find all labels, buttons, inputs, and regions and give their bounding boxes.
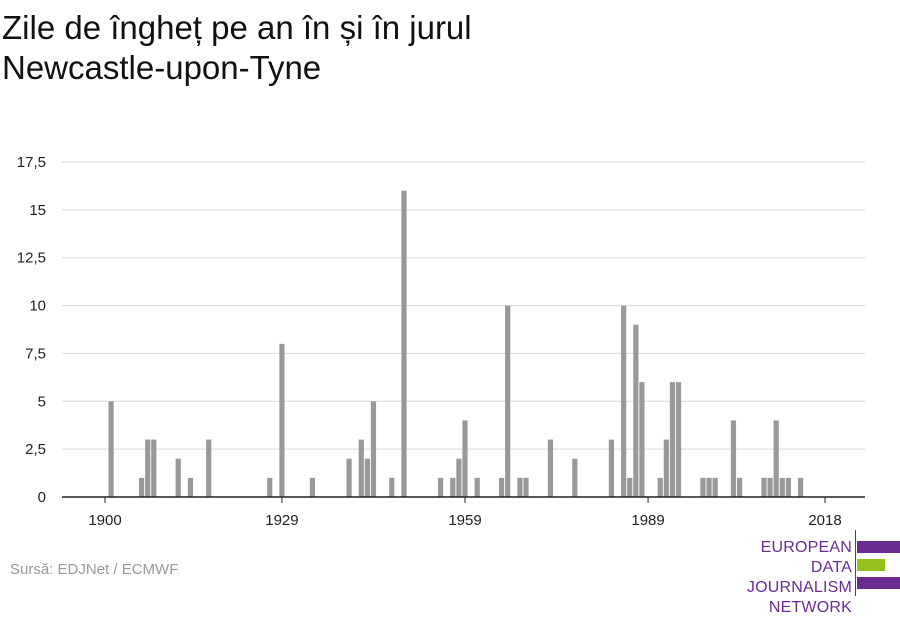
bar bbox=[175, 458, 181, 497]
y-tick-label: 7,5 bbox=[25, 345, 46, 362]
bar bbox=[139, 477, 145, 497]
bar bbox=[633, 324, 639, 497]
bar bbox=[773, 420, 779, 497]
bar bbox=[462, 420, 468, 497]
logo-bar-bottom bbox=[857, 577, 900, 589]
bars bbox=[108, 190, 804, 497]
bar bbox=[779, 477, 785, 497]
bar bbox=[370, 401, 377, 497]
bar bbox=[389, 477, 395, 497]
x-axis bbox=[62, 496, 865, 503]
logo-separator bbox=[855, 530, 856, 596]
bar bbox=[712, 477, 718, 497]
y-tick-label: 15 bbox=[29, 202, 46, 219]
bar bbox=[517, 477, 523, 497]
bar bbox=[505, 305, 511, 497]
bar bbox=[267, 477, 273, 497]
x-tick-label: 1989 bbox=[631, 512, 664, 529]
bar bbox=[663, 439, 669, 497]
x-tick-label: 1900 bbox=[88, 512, 121, 529]
bar bbox=[669, 382, 676, 497]
bar bbox=[767, 477, 773, 497]
source-note: Sursă: EDJNet / ECMWF bbox=[10, 561, 179, 578]
y-tick-label: 10 bbox=[29, 298, 46, 315]
logo-line-2: DATA JOURNALISM bbox=[746, 559, 852, 596]
y-tick-label: 17,5 bbox=[17, 154, 46, 171]
bar bbox=[456, 458, 462, 497]
bar bbox=[450, 477, 456, 497]
bar bbox=[309, 477, 316, 497]
x-tick-label: 1929 bbox=[265, 512, 298, 529]
x-axis-tick-labels: 1900 1929 1959 1989 2018 bbox=[88, 512, 841, 529]
bar-chart: 0 2,5 5 7,5 10 12,5 15 17,5 1900 1929 1959 1989 201… bbox=[17, 154, 865, 529]
grid-lines bbox=[62, 161, 865, 450]
bar bbox=[706, 477, 712, 497]
bar bbox=[187, 477, 194, 497]
bar bbox=[700, 477, 706, 497]
bar bbox=[785, 477, 791, 497]
y-tick-label: 5 bbox=[38, 393, 46, 410]
bar bbox=[279, 343, 285, 497]
logo-bar-middle bbox=[857, 559, 885, 571]
bar bbox=[145, 439, 151, 497]
logo-line-3: NETWORK bbox=[768, 599, 852, 616]
bar bbox=[621, 305, 627, 497]
bar bbox=[657, 477, 663, 497]
chart-title-line-2: Newcastle-upon-Tyne bbox=[2, 49, 322, 86]
bar bbox=[523, 477, 529, 497]
bar bbox=[797, 477, 804, 497]
bar bbox=[499, 477, 505, 497]
bar bbox=[761, 477, 767, 497]
x-tick-label: 2018 bbox=[808, 512, 841, 529]
bar bbox=[358, 439, 364, 497]
logo-bar-top bbox=[857, 541, 900, 553]
logo-text: EUROPEAN DATA JOURNALISM NETWORK bbox=[710, 538, 852, 618]
chart-title: Zile de îngheț pe an în și în jurul Newc… bbox=[2, 8, 642, 88]
bar bbox=[108, 401, 114, 497]
edjnet-logo[interactable]: EUROPEAN DATA JOURNALISM NETWORK bbox=[710, 530, 900, 616]
logo-line-1: EUROPEAN bbox=[760, 539, 852, 556]
bar bbox=[627, 477, 633, 497]
bar bbox=[547, 439, 554, 497]
bar bbox=[474, 477, 480, 497]
bar bbox=[639, 382, 645, 497]
bar bbox=[437, 477, 444, 497]
y-tick-label: 2,5 bbox=[25, 441, 46, 458]
bar bbox=[675, 382, 682, 497]
bar bbox=[736, 477, 743, 497]
y-tick-label: 0 bbox=[38, 489, 46, 506]
bar bbox=[401, 190, 407, 497]
y-tick-label: 12,5 bbox=[17, 250, 46, 267]
bar bbox=[151, 439, 157, 497]
chart-title-line-1: Zile de îngheț pe an în și în jurul bbox=[2, 9, 472, 46]
bar bbox=[572, 458, 578, 497]
x-tick-label: 1959 bbox=[448, 512, 481, 529]
bar bbox=[730, 420, 737, 497]
y-axis-tick-labels: 0 2,5 5 7,5 10 12,5 15 17,5 bbox=[17, 154, 46, 506]
bar bbox=[364, 458, 370, 497]
bar bbox=[346, 458, 352, 497]
bar bbox=[206, 439, 212, 497]
bar bbox=[608, 439, 615, 497]
